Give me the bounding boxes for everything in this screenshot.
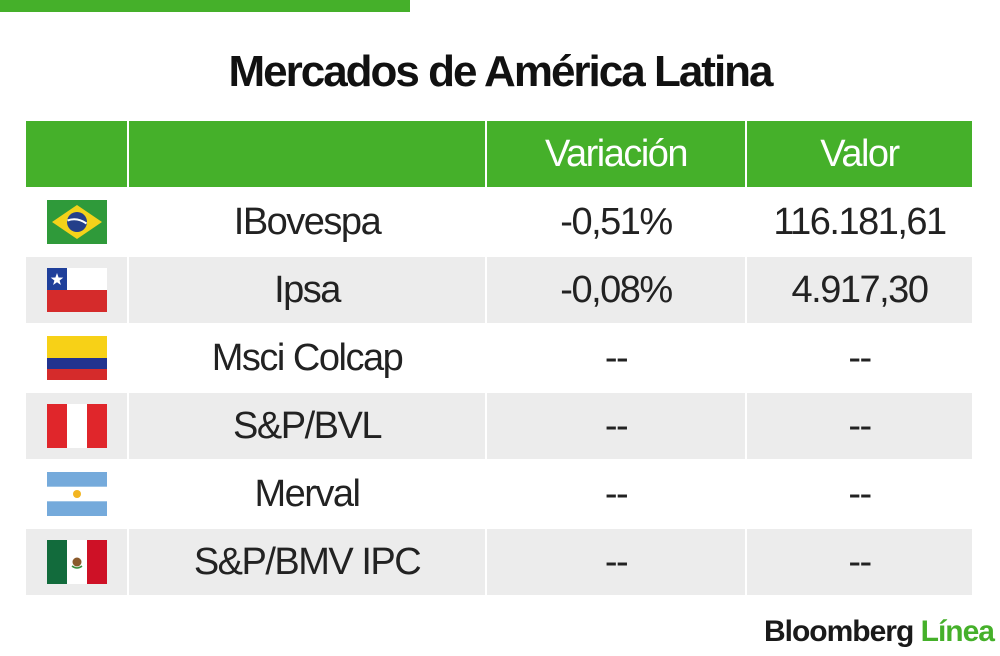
brand-logo: Bloomberg Línea: [763, 612, 995, 652]
index-name: Ipsa: [127, 255, 485, 323]
table-header-row: Variación Valor: [26, 121, 972, 187]
index-variation: --: [485, 527, 745, 595]
flag-cell: [26, 459, 127, 527]
header-variation: Variación: [485, 121, 745, 187]
index-variation: --: [485, 391, 745, 459]
markets-table: Variación Valor IBovespa -0,51% 116.181,…: [26, 121, 972, 595]
flag-cell: [26, 391, 127, 459]
table-row: S&P/BMV IPC -- --: [26, 527, 972, 595]
index-value: 116.181,61: [745, 187, 972, 255]
peru-flag-icon: [46, 404, 107, 448]
flag-cell: [26, 527, 127, 595]
header-name: [127, 121, 485, 187]
chile-flag-icon: [46, 268, 107, 312]
index-value: --: [745, 323, 972, 391]
table-row: Merval -- --: [26, 459, 972, 527]
colombia-flag-icon: [46, 336, 107, 380]
argentina-flag-icon: [46, 472, 107, 516]
index-name: Merval: [127, 459, 485, 527]
index-name: S&P/BVL: [127, 391, 485, 459]
index-value: --: [745, 391, 972, 459]
index-name: S&P/BMV IPC: [127, 527, 485, 595]
table-row: Ipsa -0,08% 4.917,30: [26, 255, 972, 323]
mexico-flag-icon: [46, 540, 107, 584]
index-value: --: [745, 459, 972, 527]
table-row: S&P/BVL -- --: [26, 391, 972, 459]
brazil-flag-icon: [46, 200, 107, 244]
header-flag: [26, 121, 127, 187]
index-variation: --: [485, 323, 745, 391]
flag-cell: [26, 187, 127, 255]
table-row: Msci Colcap -- --: [26, 323, 972, 391]
index-variation: -0,08%: [485, 255, 745, 323]
page-title: Mercados de América Latina: [228, 47, 773, 96]
index-value: --: [745, 527, 972, 595]
top-accent-bar: [0, 0, 410, 12]
table-row: IBovespa -0,51% 116.181,61: [26, 187, 972, 255]
index-value: 4.917,30: [745, 255, 972, 323]
flag-cell: [26, 255, 127, 323]
index-variation: --: [485, 459, 745, 527]
index-name: Msci Colcap: [127, 323, 485, 391]
index-variation: -0,51%: [485, 187, 745, 255]
header-value: Valor: [745, 121, 972, 187]
flag-cell: [26, 323, 127, 391]
index-name: IBovespa: [127, 187, 485, 255]
brand-name-bloomberg: Bloomberg: [763, 615, 914, 648]
brand-name-linea: Línea: [920, 615, 995, 648]
